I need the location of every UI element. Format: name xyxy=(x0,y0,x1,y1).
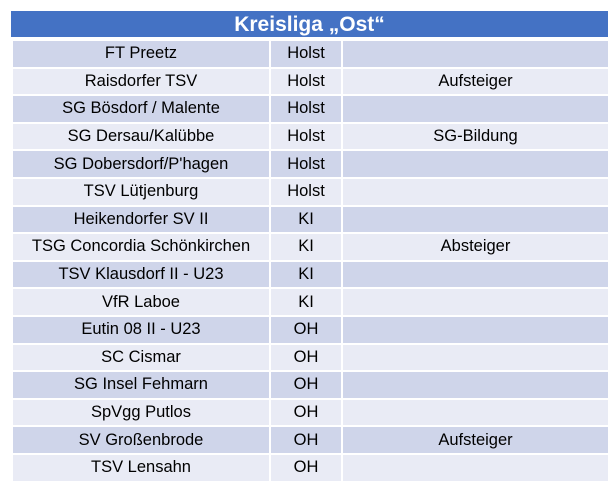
table-row: TSV Lensahn OH xyxy=(11,452,610,483)
team-cell: TSV Lensahn xyxy=(11,452,271,483)
table-row: SC Cismar OH xyxy=(11,342,610,373)
team-cell: TSV Lütjenburg xyxy=(11,176,271,207)
note-cell xyxy=(341,176,610,207)
note-cell: Aufsteiger xyxy=(341,66,610,97)
team-cell: SG Bösdorf / Malente xyxy=(11,94,271,124)
table-row: TSV Lütjenburg Holst xyxy=(11,176,610,207)
table-row: Raisdorfer TSV Holst Aufsteiger xyxy=(11,66,610,97)
region-cell: Holst xyxy=(269,39,343,69)
region-cell: OH xyxy=(269,397,343,428)
region-cell: Holst xyxy=(269,94,343,124)
region-cell: OH xyxy=(269,370,343,400)
table-row: VfR Laboe KI xyxy=(11,287,610,317)
table-row: Heikendorfer SV II KI xyxy=(11,204,610,235)
note-cell xyxy=(341,39,610,69)
team-cell: SV Großenbrode xyxy=(11,425,271,455)
region-cell: KI xyxy=(269,232,343,262)
note-cell: SG-Bildung xyxy=(341,121,610,152)
table-row: Eutin 08 II - U23 OH xyxy=(11,314,610,345)
note-cell xyxy=(341,287,610,317)
team-cell: Eutin 08 II - U23 xyxy=(11,314,271,345)
table-row: SG Dobersdorf/P'hagen Holst xyxy=(11,149,610,179)
table-row: TSV Klausdorf II - U23 KI xyxy=(11,259,610,290)
team-cell: SG Dersau/Kalübbe xyxy=(11,121,271,152)
region-cell: Holst xyxy=(269,149,343,179)
note-cell xyxy=(341,94,610,124)
team-cell: TSV Klausdorf II - U23 xyxy=(11,259,271,290)
team-cell: Heikendorfer SV II xyxy=(11,204,271,235)
note-cell xyxy=(341,342,610,373)
note-cell xyxy=(341,370,610,400)
table-row: SG Bösdorf / Malente Holst xyxy=(11,94,610,124)
team-cell: SG Insel Fehmarn xyxy=(11,370,271,400)
team-cell: Raisdorfer TSV xyxy=(11,66,271,97)
note-cell xyxy=(341,259,610,290)
note-cell xyxy=(341,204,610,235)
note-cell xyxy=(341,314,610,345)
region-cell: KI xyxy=(269,204,343,235)
team-cell: SG Dobersdorf/P'hagen xyxy=(11,149,271,179)
region-cell: KI xyxy=(269,259,343,290)
league-title: Kreisliga „Ost“ xyxy=(11,11,608,39)
region-cell: OH xyxy=(269,314,343,345)
region-cell: KI xyxy=(269,287,343,317)
table-row: SG Insel Fehmarn OH xyxy=(11,370,610,400)
region-cell: Holst xyxy=(269,176,343,207)
region-cell: OH xyxy=(269,342,343,373)
note-cell xyxy=(341,397,610,428)
region-cell: Holst xyxy=(269,66,343,97)
table-row: TSG Concordia Schönkirchen KI Absteiger xyxy=(11,232,610,262)
note-cell xyxy=(341,452,610,483)
team-cell: TSG Concordia Schönkirchen xyxy=(11,232,271,262)
team-cell: VfR Laboe xyxy=(11,287,271,317)
table-row: FT Preetz Holst xyxy=(11,39,610,69)
region-cell: Holst xyxy=(269,121,343,152)
league-table: FT Preetz Holst Raisdorfer TSV Holst Auf… xyxy=(11,39,610,483)
team-cell: SC Cismar xyxy=(11,342,271,373)
note-cell xyxy=(341,149,610,179)
region-cell: OH xyxy=(269,452,343,483)
league-table-container: Kreisliga „Ost“ FT Preetz Holst Raisdorf… xyxy=(11,11,610,483)
table-row: SG Dersau/Kalübbe Holst SG-Bildung xyxy=(11,121,610,152)
team-cell: SpVgg Putlos xyxy=(11,397,271,428)
team-cell: FT Preetz xyxy=(11,39,271,69)
table-row: SV Großenbrode OH Aufsteiger xyxy=(11,425,610,455)
note-cell: Aufsteiger xyxy=(341,425,610,455)
note-cell: Absteiger xyxy=(341,232,610,262)
table-row: SpVgg Putlos OH xyxy=(11,397,610,428)
region-cell: OH xyxy=(269,425,343,455)
